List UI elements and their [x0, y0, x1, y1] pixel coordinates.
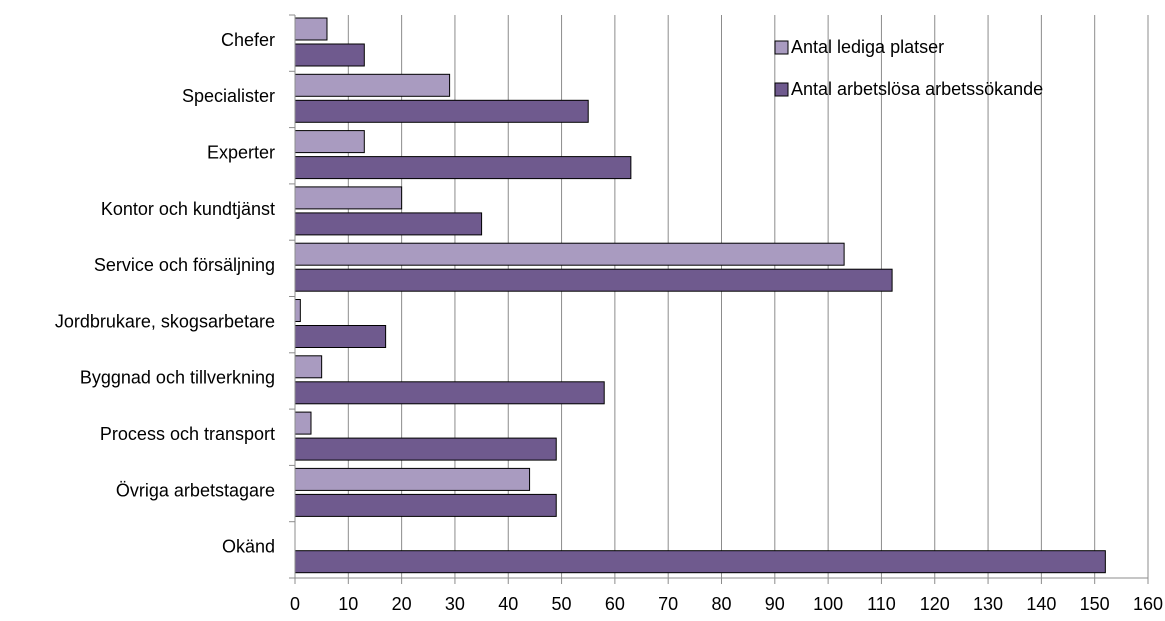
x-tick-label: 80	[711, 594, 731, 614]
bar-lediga-platser	[294, 73, 451, 97]
category-label: Byggnad och tillverkning	[80, 368, 275, 388]
category-label: Kontor och kundtjänst	[101, 199, 275, 219]
category-label: Chefer	[221, 30, 275, 50]
bar-lediga-platser	[294, 17, 328, 41]
category-label: Specialister	[182, 86, 275, 106]
bar-arbetslosa	[294, 381, 605, 405]
x-tick-label: 120	[920, 594, 950, 614]
bar-lediga-platser	[294, 299, 301, 322]
category-labels: Chefer Specialister Experter Kontor och kun…	[55, 30, 275, 557]
bar-arbetslosa	[294, 99, 589, 123]
bar-arbetslosa	[294, 437, 557, 461]
bar-arbetslosa	[294, 156, 632, 180]
category-label: Experter	[207, 143, 275, 163]
bar-lediga-platser	[294, 467, 531, 491]
bar-lediga-platser	[294, 242, 845, 266]
bar-arbetslosa	[294, 212, 483, 236]
x-tick-label: 30	[445, 594, 465, 614]
x-tick-label: 20	[392, 594, 412, 614]
bar-arbetslosa	[294, 43, 365, 67]
bar-lediga-platser	[294, 130, 365, 154]
bar-lediga-platser	[294, 186, 403, 210]
x-tick-label: 130	[973, 594, 1003, 614]
x-tick-label: 110	[867, 594, 896, 614]
legend-label: Antal arbetslösa arbetssökande	[791, 79, 1043, 99]
category-label: Övriga arbetstagare	[116, 480, 275, 500]
x-tick-label: 10	[338, 594, 358, 614]
x-tick-label: 60	[605, 594, 625, 614]
legend-swatch	[774, 40, 789, 55]
bar-arbetslosa	[294, 493, 557, 517]
x-tick-label: 50	[552, 594, 572, 614]
x-tick-label: 160	[1133, 594, 1163, 614]
category-label: Service och försäljning	[94, 255, 275, 275]
bars	[294, 17, 1106, 574]
x-tick-label: 0	[290, 594, 300, 614]
bar-arbetslosa	[294, 325, 387, 348]
category-label: Process och transport	[100, 424, 275, 444]
bar-arbetslosa	[294, 268, 893, 292]
x-tick-label: 100	[813, 594, 843, 614]
x-tick-label: 150	[1080, 594, 1110, 614]
gridlines	[347, 15, 1149, 578]
axes	[289, 14, 1149, 584]
x-tick-label: 40	[498, 594, 518, 614]
legend: Antal lediga platser Antal arbetslösa arb…	[774, 37, 1043, 99]
x-tick-label: 70	[658, 594, 678, 614]
legend-label: Antal lediga platser	[791, 37, 944, 57]
bar-arbetslosa	[294, 550, 1106, 574]
x-tick-labels: 0 10 20 30 40 50 60 70 80 90 100 110 120 130 140 150 160	[290, 594, 1163, 614]
category-label: Okänd	[222, 537, 275, 557]
x-tick-label: 90	[765, 594, 785, 614]
legend-swatch	[774, 82, 789, 97]
bar-lediga-platser	[294, 355, 323, 379]
category-label: Jordbrukare, skogsarbetare	[55, 311, 275, 331]
bar-lediga-platser	[294, 411, 312, 435]
x-tick-label: 140	[1026, 594, 1056, 614]
